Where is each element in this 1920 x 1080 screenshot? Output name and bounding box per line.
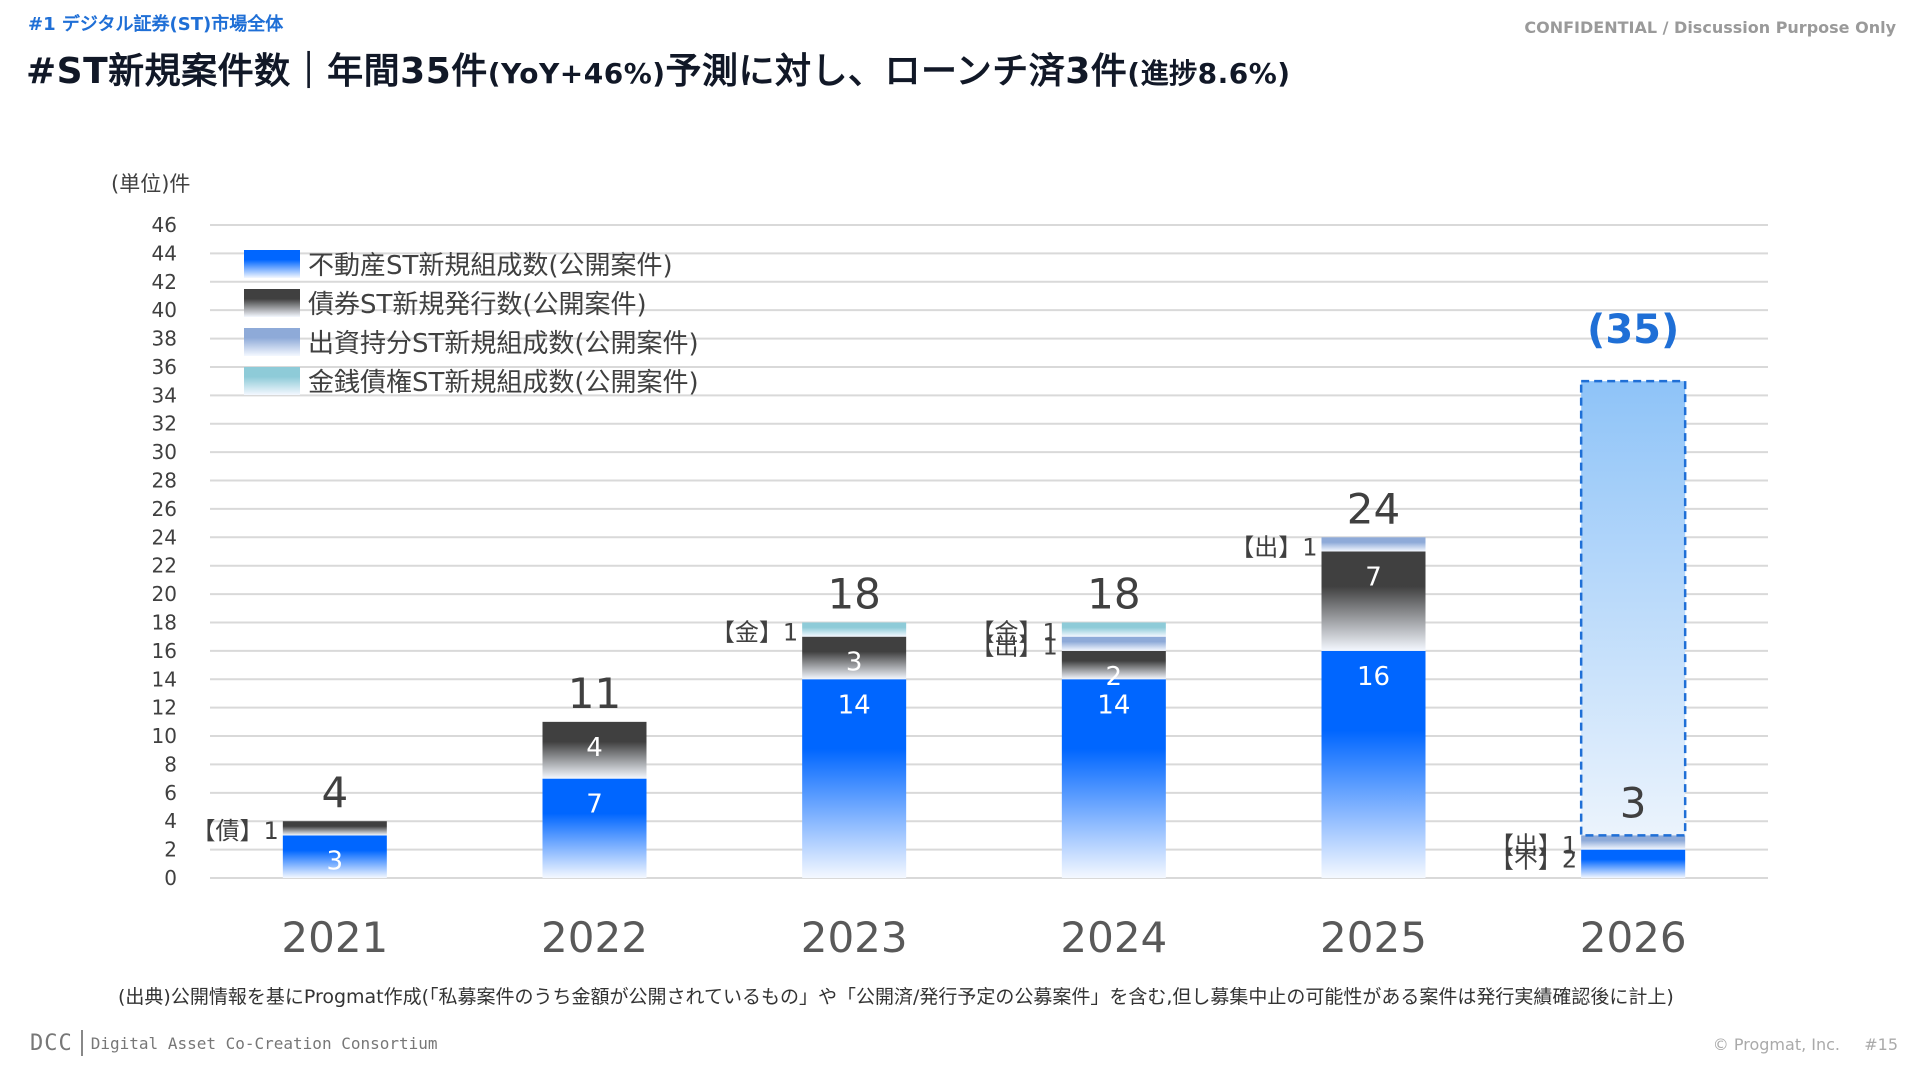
title-progress-text: 予測に対し、ローンチ済3件 [665, 51, 1128, 92]
y-tick-label: 36 [152, 355, 177, 379]
bar-segment-債 [282, 821, 387, 836]
segment-value-label: 16 [1357, 662, 1390, 692]
y-tick-label: 18 [152, 610, 177, 634]
forecast-bar [1581, 381, 1686, 878]
bar-segment-不 [1321, 650, 1426, 878]
bar-segment-債 [802, 636, 907, 680]
bar-segment-不 [1581, 849, 1686, 878]
legend-swatch-出 [244, 328, 300, 356]
y-tick-label: 4 [164, 809, 177, 833]
total-label: 18 [827, 569, 880, 618]
legend-label: 金銭債権ST新規組成数(公開案件) [308, 368, 699, 398]
y-tick-label: 2 [164, 838, 177, 862]
y-tick-label: 30 [152, 440, 177, 464]
y-tick-label: 34 [152, 383, 177, 407]
side-label: 【出】1 [1230, 533, 1317, 561]
x-category-label: 2025 [1320, 913, 1427, 962]
total-label: 24 [1347, 484, 1400, 533]
y-tick-label: 20 [152, 582, 177, 606]
segment-value-label: 14 [838, 690, 871, 720]
y-tick-label: 8 [164, 752, 177, 776]
y-tick-label: 22 [152, 554, 177, 578]
legend-swatch-債 [244, 289, 300, 317]
side-label: 【出】1 [1490, 831, 1577, 859]
bar-segment-不 [802, 679, 907, 878]
bar-segment-出 [1321, 537, 1426, 552]
confidential-notice: CONFIDENTIAL / Discussion Purpose Only [1524, 18, 1896, 37]
side-label: 【債】1 [192, 817, 279, 845]
logo-mark: DCC [30, 1030, 73, 1056]
bar-segment-債 [542, 721, 647, 779]
bar-segment-不 [282, 835, 387, 878]
bar-segment-金 [802, 622, 907, 637]
title-yoy: (YoY+46%) [487, 57, 666, 90]
forecast-bar-outline [1579, 379, 1687, 837]
side-label: 【金】1 [971, 618, 1058, 646]
legend-swatch-不 [244, 250, 300, 278]
y-tick-label: 26 [152, 497, 177, 521]
title-progress-pct: (進捗8.6%) [1127, 57, 1291, 90]
y-tick-label: 38 [152, 327, 177, 351]
segment-value-label: 2 [1106, 662, 1123, 692]
stacked-bar-chart: (単位)件02468101214161820222426283032343638… [111, 172, 1768, 962]
y-tick-label: 46 [152, 213, 177, 237]
y-tick-label: 0 [164, 866, 177, 890]
total-label: 11 [568, 669, 621, 718]
logo-divider [80, 1030, 83, 1056]
y-tick-label: 44 [152, 241, 177, 265]
x-category-label: 2021 [281, 913, 388, 962]
y-tick-label: 24 [152, 525, 177, 549]
y-axis-unit-label: (単位)件 [111, 172, 190, 196]
bar-segment-不 [542, 778, 647, 878]
forecast-label: (35) [1587, 307, 1679, 353]
segment-value-label: 3 [327, 846, 344, 876]
y-tick-label: 12 [152, 696, 177, 720]
side-label: 【不】2 [1490, 846, 1577, 874]
dcc-logo: DCC Digital Asset Co-Creation Consortium [30, 1030, 438, 1056]
total-label: 3 [1620, 778, 1647, 827]
bar-segment-出 [1061, 636, 1166, 651]
side-label: 【金】1 [711, 618, 798, 646]
x-category-label: 2023 [801, 913, 908, 962]
section-tag: #1 デジタル証券(ST)市場全体 [28, 14, 284, 35]
y-tick-label: 40 [152, 298, 177, 322]
bar-segment-出 [1581, 835, 1686, 850]
segment-value-label: 4 [586, 733, 603, 763]
legend-swatch-金 [244, 367, 300, 395]
bar-segment-不 [1061, 679, 1166, 878]
y-tick-label: 28 [152, 469, 177, 493]
total-label: 18 [1087, 569, 1140, 618]
title-main: #ST新規案件数｜年間35件 [26, 51, 488, 92]
y-tick-label: 14 [152, 667, 177, 691]
segment-value-label: 14 [1097, 690, 1130, 720]
segment-value-label: 3 [846, 648, 863, 678]
y-tick-label: 10 [152, 724, 177, 748]
legend-label: 不動産ST新規組成数(公開案件) [308, 251, 673, 281]
segment-value-label: 7 [1365, 563, 1382, 593]
y-tick-label: 6 [164, 781, 177, 805]
x-category-label: 2026 [1580, 913, 1687, 962]
page-title: #ST新規案件数｜年間35件(YoY+46%)予測に対し、ローンチ済3件(進捗8… [26, 42, 1291, 94]
source-note: (出典)公開情報を基にProgmat作成(「私募案件のうち金額が公開されているも… [118, 986, 1674, 1008]
x-category-label: 2024 [1060, 913, 1167, 962]
total-label: 4 [321, 768, 348, 817]
legend-label: 出資持分ST新規組成数(公開案件) [308, 329, 699, 359]
bar-segment-債 [1321, 551, 1426, 651]
y-tick-label: 42 [152, 270, 177, 294]
x-category-label: 2022 [541, 913, 648, 962]
logo-name: Digital Asset Co-Creation Consortium [90, 1033, 438, 1053]
segment-value-label: 7 [586, 790, 603, 820]
bar-segment-金 [1061, 622, 1166, 637]
page-number: #15 [1864, 1035, 1898, 1054]
legend-label: 債券ST新規発行数(公開案件) [308, 290, 647, 320]
y-tick-label: 32 [152, 412, 177, 436]
side-label: 【出】1 [971, 633, 1058, 661]
bar-segment-債 [1061, 650, 1166, 680]
copyright: © Progmat, Inc. [1712, 1035, 1840, 1054]
y-tick-label: 16 [152, 639, 177, 663]
